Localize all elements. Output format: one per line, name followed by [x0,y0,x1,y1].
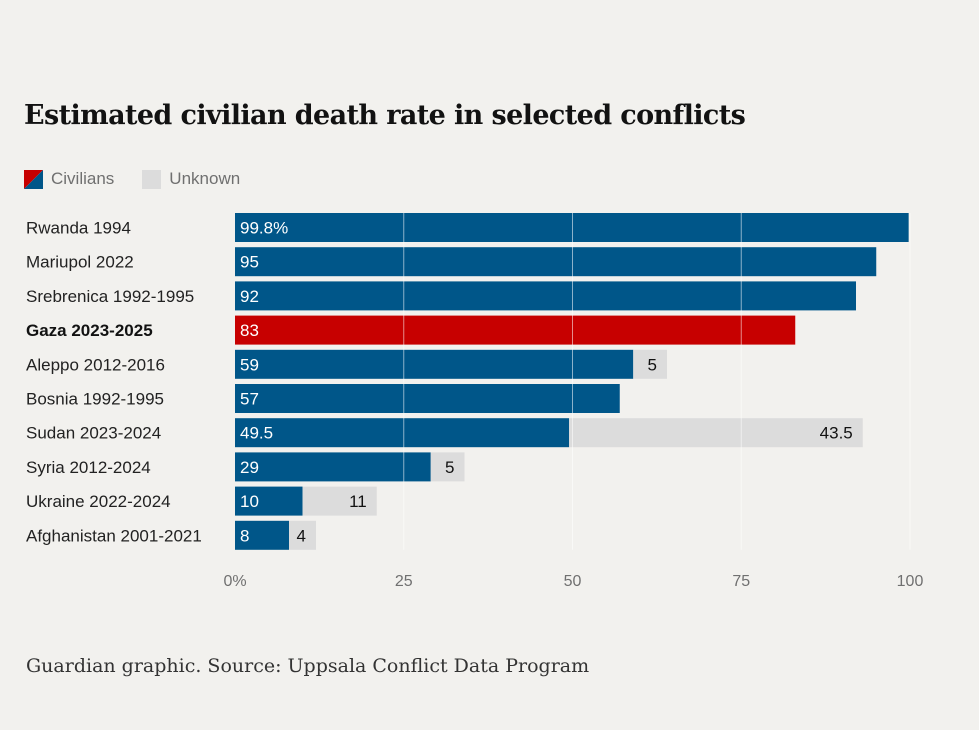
civilians-value-label: 59 [240,355,259,374]
civilians-value-label: 10 [240,492,259,511]
legend-unknown-label: Unknown [169,169,241,188]
unknown-bar [430,452,465,482]
civilians-value-label: 57 [240,390,259,409]
category-label: Sudan 2023-2024 [26,424,161,443]
category-label: Aleppo 2012-2016 [26,355,165,374]
civilians-bar [235,213,909,242]
category-label: Mariupol 2022 [26,253,134,272]
bar-chart: Rwanda 1994 Mariupol 2022 Srebrenica 1992-… [26,213,924,590]
unknown-bar [289,520,316,550]
category-label: Afghanistan 2001-2021 [26,526,202,545]
unknown-bar [569,418,863,448]
civilians-bar [235,520,289,550]
civilians-value-label: 83 [240,321,259,340]
x-tick-label: 25 [395,573,413,590]
x-tick-label: 50 [564,573,582,590]
legend-civilians-label: Civilians [51,169,115,188]
civilians-value-label: 29 [240,458,259,477]
unknown-value-label: 5 [445,458,454,477]
category-label: Gaza 2023-2025 [26,321,153,340]
civilians-value-label: 99.8% [240,219,288,238]
category-label: Srebrenica 1992-1995 [26,287,194,306]
civilians-swatch [24,169,43,189]
x-tick-label: 0% [223,573,246,590]
source-note: Guardian graphic. Source: Uppsala Confli… [26,655,590,677]
x-tick-label: 100 [897,573,924,590]
x-tick-label: 75 [732,573,750,590]
unknown-value-label: 43.5 [820,424,853,443]
civilians-bar [235,486,303,516]
category-label: Syria 2012-2024 [26,458,151,477]
civilians-bar [235,418,570,448]
civilians-value-label: 95 [240,253,259,272]
category-label: Ukraine 2022-2024 [26,492,171,511]
unknown-value-label: 4 [297,526,306,545]
category-label: Rwanda 1994 [26,219,131,238]
civilians-bar [235,247,877,277]
category-label: Bosnia 1992-1995 [26,390,164,409]
civilians-bar [235,384,620,413]
civilians-value-label: 8 [240,526,249,545]
unknown-value-label: 5 [648,355,657,374]
civilians-bar [235,315,796,345]
civilians-bar [235,452,431,482]
civilians-bar [235,349,634,379]
civilians-value-label: 49.5 [240,424,273,443]
civilians-value-label: 92 [240,287,259,306]
civilians-bar [235,281,856,311]
unknown-bar [302,486,377,516]
chart-title: Estimated civilian death rate in selecte… [24,100,746,131]
unknown-swatch [142,169,162,189]
legend: Civilians Unknown [24,169,240,189]
unknown-bar [633,349,667,379]
unknown-value-label: 11 [349,492,367,511]
